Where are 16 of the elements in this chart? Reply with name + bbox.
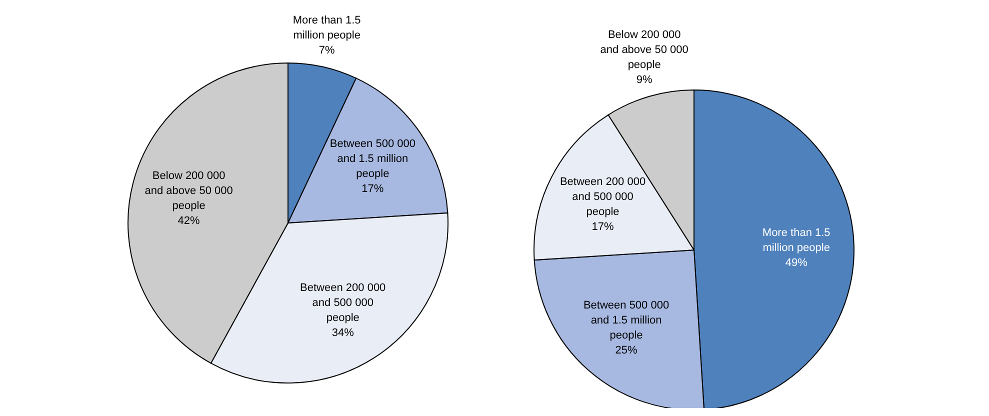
data-label: 7% [318, 44, 335, 56]
data-label: 49% [785, 256, 808, 269]
slice-label: Below 200 000 and above 50 000 people [144, 170, 233, 212]
slice-label: Between 500 000 and 1.5 million people [583, 299, 670, 342]
data-label: 17% [592, 221, 614, 234]
slice-label: More than 1.5 million people [762, 226, 830, 254]
data-label: 42% [178, 215, 200, 228]
data-label: 25% [615, 344, 638, 356]
data-label: 17% [362, 182, 384, 195]
slice-label: Between 200 000 and 500 000 people [300, 282, 386, 324]
slice-label: Between 200 000 and 500 000 people [560, 176, 646, 218]
slice-label: Below 200 000 and above 50 000 people [600, 29, 688, 72]
data-label: 34% [332, 326, 354, 339]
slice-label: Between 500 000 and 1.5 million people [330, 138, 416, 180]
slice-label: More than 1.5 million people [292, 14, 361, 42]
data-label: 9% [636, 74, 653, 86]
